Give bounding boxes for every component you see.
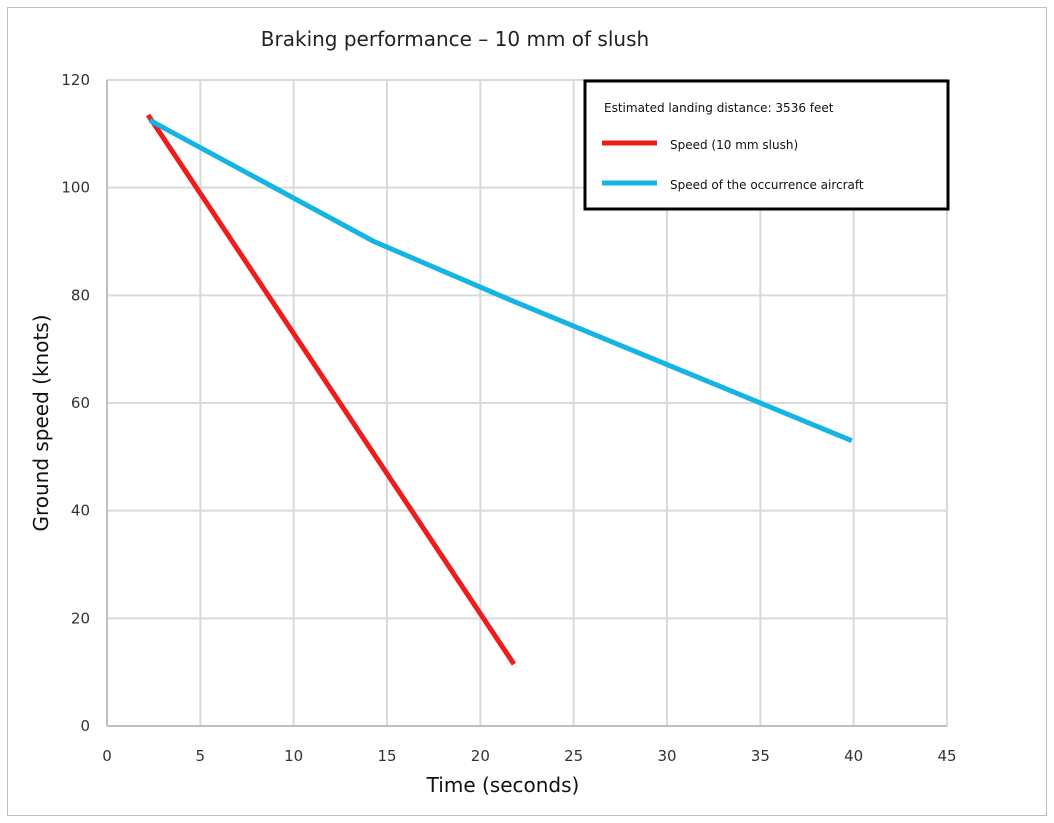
x-tick-label: 45 [937,747,956,765]
series-line-blue [148,118,853,443]
y-tick-label: 100 [61,179,90,197]
y-axis-label: Ground speed (knots) [29,314,53,531]
legend: Estimated landing distance: 3536 feet Sp… [583,79,950,211]
legend-label-red: Speed (10 mm slush) [670,138,798,152]
y-tick-label: 80 [71,286,90,304]
x-tick-label: 35 [751,747,770,765]
x-tick-label: 15 [377,747,396,765]
x-tick-label: 10 [284,747,303,765]
y-tick-label: 0 [80,717,90,735]
series-line-red [145,113,517,666]
series-lines [145,113,853,666]
legend-label-blue: Speed of the occurrence aircraft [670,178,864,192]
y-tick-label: 120 [61,71,90,89]
x-axis-label: Time (seconds) [426,773,580,797]
y-tick-label: 60 [71,394,90,412]
x-tick-label: 30 [657,747,676,765]
x-tick-label: 5 [196,747,206,765]
legend-note: Estimated landing distance: 3536 feet [604,101,834,115]
x-tick-label: 20 [471,747,490,765]
axes [106,80,947,727]
x-tick-label: 25 [564,747,583,765]
x-tick-label: 0 [102,747,112,765]
chart-title: Braking performance – 10 mm of slush [261,27,649,51]
x-tick-label: 40 [844,747,863,765]
y-tick-label: 20 [71,609,90,627]
y-tick-label: 40 [71,502,90,520]
tick-labels: 0 5 10 15 20 25 30 35 40 45 0 20 40 60 80 100 120 [61,71,956,765]
